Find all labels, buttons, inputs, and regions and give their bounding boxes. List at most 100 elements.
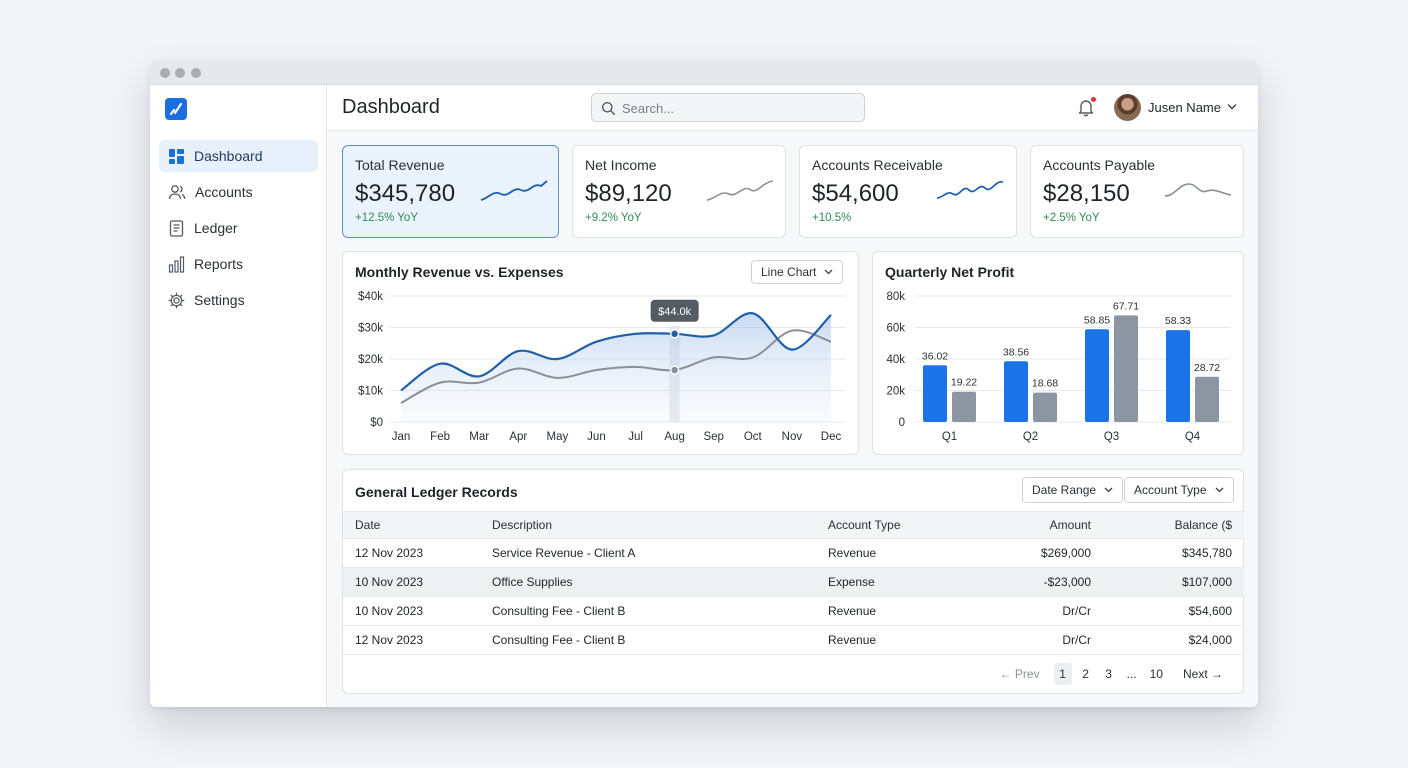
sidebar-item-dashboard[interactable]: Dashboard bbox=[159, 140, 318, 172]
page-button[interactable]: 10 bbox=[1149, 667, 1163, 681]
cell-amount: Dr/Cr bbox=[963, 596, 1091, 626]
chart-type-select[interactable]: Line Chart bbox=[751, 260, 844, 284]
dashboard-icon bbox=[169, 148, 184, 164]
sidebar-item-label: Settings bbox=[194, 292, 245, 308]
y-tick-label: $40k bbox=[358, 291, 383, 303]
user-name[interactable]: Jusen Name bbox=[1148, 100, 1221, 115]
x-tick-label: Jul bbox=[628, 431, 643, 443]
page-button[interactable]: 1 bbox=[1053, 663, 1072, 685]
chart-title: Quarterly Net Profit bbox=[885, 264, 1015, 280]
cell-balance: $345,780 bbox=[1091, 538, 1244, 568]
x-tick-label: Jun bbox=[587, 431, 606, 443]
x-tick-label: Aug bbox=[664, 431, 684, 443]
notification-badge bbox=[1091, 97, 1096, 102]
bar-value-label: 18.68 bbox=[1032, 378, 1058, 390]
bar-value-label: 58.33 bbox=[1165, 315, 1191, 327]
avatar[interactable] bbox=[1114, 94, 1141, 121]
table-row[interactable]: 10 Nov 2023 Office Supplies Expense -$23… bbox=[343, 567, 1244, 597]
app-window: Dashboard Accounts Ledger Reports bbox=[150, 61, 1258, 707]
sparkline bbox=[706, 180, 774, 201]
bar bbox=[1085, 329, 1109, 422]
page-title: Dashboard bbox=[342, 96, 440, 118]
series-line-expenses bbox=[400, 329, 832, 404]
bar bbox=[952, 391, 976, 422]
cell-account-type: Expense bbox=[828, 567, 963, 597]
y-tick-label: $0 bbox=[370, 417, 383, 429]
table-row[interactable]: 10 Nov 2023 Consulting Fee - Client B Re… bbox=[343, 596, 1244, 626]
bar-value-label: 19.22 bbox=[951, 377, 977, 389]
window-close-dot[interactable] bbox=[160, 68, 170, 78]
search-input[interactable] bbox=[622, 99, 852, 117]
kpi-card-accounts-payable[interactable]: Accounts Payable $28,150 +2.5% YoY bbox=[1030, 145, 1244, 238]
notification-bell-icon[interactable] bbox=[1077, 98, 1095, 117]
kpi-label: Accounts Payable bbox=[1043, 157, 1156, 173]
bar bbox=[1004, 361, 1028, 422]
cell-account-type: Revenue bbox=[828, 625, 963, 655]
sidebar-item-label: Ledger bbox=[194, 220, 238, 236]
next-page-button[interactable]: Next → bbox=[1182, 667, 1223, 681]
chevron-down-icon bbox=[1215, 487, 1223, 493]
x-tick-label: Feb bbox=[430, 431, 450, 443]
column-header-account-type[interactable]: Account Type bbox=[828, 511, 963, 539]
cell-balance: $24,000 bbox=[1091, 625, 1244, 655]
cell-description: Office Supplies bbox=[492, 567, 828, 597]
x-tick-label: Q3 bbox=[1104, 431, 1119, 443]
cell-amount: Dr/Cr bbox=[963, 625, 1091, 655]
cell-date: 10 Nov 2023 bbox=[343, 596, 492, 626]
y-tick-label: 0 bbox=[899, 417, 905, 429]
column-header-balance[interactable]: Balance ($ bbox=[1091, 511, 1244, 539]
y-tick-label: $30k bbox=[358, 323, 383, 335]
cell-date: 12 Nov 2023 bbox=[343, 538, 492, 568]
chevron-down-icon[interactable] bbox=[1227, 103, 1237, 110]
cell-amount: -$23,000 bbox=[963, 567, 1091, 597]
bar-value-label: 38.56 bbox=[1003, 346, 1029, 358]
line-chart: $0 $10k $20k $30k $40k Jan Feb Mar Apr May Jun Jul A… bbox=[358, 291, 846, 443]
page-button[interactable]: 3 bbox=[1105, 667, 1112, 681]
kpi-card-total-revenue[interactable]: Total Revenue $345,780 +12.5% YoY bbox=[342, 145, 559, 238]
column-header-date[interactable]: Date bbox=[343, 511, 492, 539]
window-maximize-dot[interactable] bbox=[191, 68, 201, 78]
date-range-filter[interactable]: Date Range bbox=[1022, 477, 1124, 503]
x-tick-label: Q1 bbox=[942, 431, 957, 443]
x-tick-label: Q2 bbox=[1023, 431, 1038, 443]
cell-date: 10 Nov 2023 bbox=[343, 567, 492, 597]
kpi-change: +12.5% YoY bbox=[355, 212, 418, 224]
sparkline bbox=[480, 180, 548, 201]
search-box[interactable] bbox=[591, 93, 865, 122]
sidebar-item-accounts[interactable]: Accounts bbox=[159, 176, 318, 208]
app-logo[interactable] bbox=[165, 98, 187, 120]
bar-value-label: 28.72 bbox=[1194, 362, 1220, 374]
sidebar-item-reports[interactable]: Reports bbox=[159, 248, 318, 280]
main-content: Dashboard Jusen Name Total Revenue bbox=[327, 85, 1258, 707]
table-row[interactable]: 12 Nov 2023 Service Revenue - Client A R… bbox=[343, 538, 1244, 568]
account-type-filter[interactable]: Account Type bbox=[1124, 477, 1234, 503]
x-tick-label: May bbox=[546, 431, 568, 443]
kpi-value: $28,150 bbox=[1043, 180, 1130, 207]
page-button[interactable]: 2 bbox=[1082, 667, 1089, 681]
sidebar: Dashboard Accounts Ledger Reports bbox=[150, 85, 327, 707]
kpi-card-accounts-receivable[interactable]: Accounts Receivable $54,600 +10.5% bbox=[799, 145, 1017, 238]
kpi-label: Total Revenue bbox=[355, 157, 445, 173]
sidebar-item-label: Dashboard bbox=[194, 148, 263, 164]
ledger-table: Date Description Account Type Amount Bal… bbox=[343, 511, 1244, 655]
y-tick-label: $10k bbox=[358, 386, 383, 398]
bar bbox=[1166, 330, 1190, 422]
kpi-card-net-income[interactable]: Net Income $89,120 +9.2% YoY bbox=[572, 145, 786, 238]
chevron-down-icon bbox=[1104, 487, 1113, 493]
window-minimize-dot[interactable] bbox=[175, 68, 185, 78]
sidebar-item-ledger[interactable]: Ledger bbox=[159, 212, 318, 244]
column-header-description[interactable]: Description bbox=[492, 511, 828, 539]
bar-chart-icon bbox=[168, 255, 185, 273]
x-tick-label: Jan bbox=[392, 431, 411, 443]
sidebar-item-settings[interactable]: Settings bbox=[159, 284, 318, 316]
monthly-revenue-chart-card: Monthly Revenue vs. Expenses Line Chart … bbox=[342, 251, 859, 455]
column-header-amount[interactable]: Amount bbox=[963, 511, 1091, 539]
prev-page-button[interactable]: ← Prev bbox=[999, 667, 1040, 681]
kpi-value: $345,780 bbox=[355, 180, 456, 207]
top-bar: Dashboard Jusen Name bbox=[327, 85, 1258, 131]
y-tick-label: 40k bbox=[886, 354, 905, 366]
bar bbox=[923, 365, 947, 422]
cell-amount: $269,000 bbox=[963, 538, 1091, 568]
pagination: ← Prev 1 2 3 ... 10 Next → bbox=[991, 663, 1227, 685]
table-row[interactable]: 12 Nov 2023 Consulting Fee - Client B Re… bbox=[343, 625, 1244, 655]
